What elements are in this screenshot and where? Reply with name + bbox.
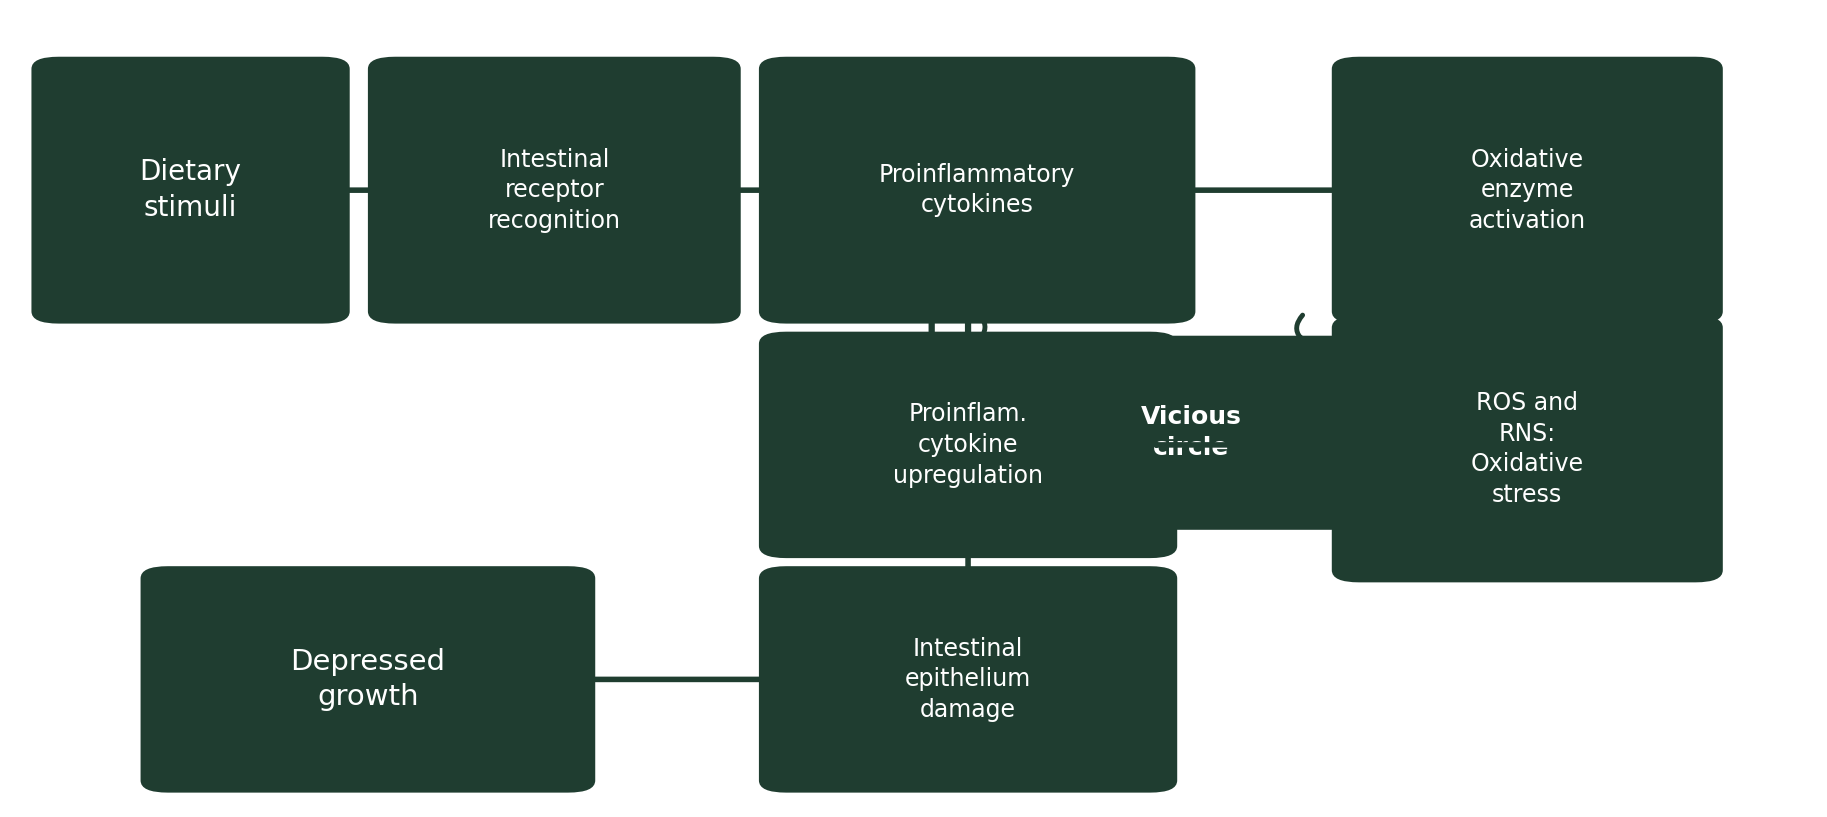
Text: Intestinal
receptor
recognition: Intestinal receptor recognition [488,148,621,233]
FancyBboxPatch shape [1332,315,1723,583]
FancyBboxPatch shape [758,56,1195,324]
FancyBboxPatch shape [141,566,596,792]
FancyBboxPatch shape [367,56,740,324]
FancyBboxPatch shape [1332,56,1723,324]
Text: Depressed
growth: Depressed growth [290,648,446,712]
Text: ROS and
RNS:
Oxidative
stress: ROS and RNS: Oxidative stress [1471,391,1584,507]
Text: Dietary
stimuli: Dietary stimuli [139,158,241,222]
Text: Oxidative
enzyme
activation: Oxidative enzyme activation [1469,148,1586,233]
Text: Intestinal
epithelium
damage: Intestinal epithelium damage [904,636,1030,722]
FancyBboxPatch shape [758,332,1177,558]
FancyBboxPatch shape [31,56,349,324]
Text: Proinflammatory
cytokines: Proinflammatory cytokines [879,163,1076,217]
Text: Vicious
circle: Vicious circle [1140,405,1241,460]
FancyBboxPatch shape [1032,336,1350,529]
Text: Proinflam.
cytokine
upregulation: Proinflam. cytokine upregulation [893,402,1043,488]
FancyBboxPatch shape [758,566,1177,792]
